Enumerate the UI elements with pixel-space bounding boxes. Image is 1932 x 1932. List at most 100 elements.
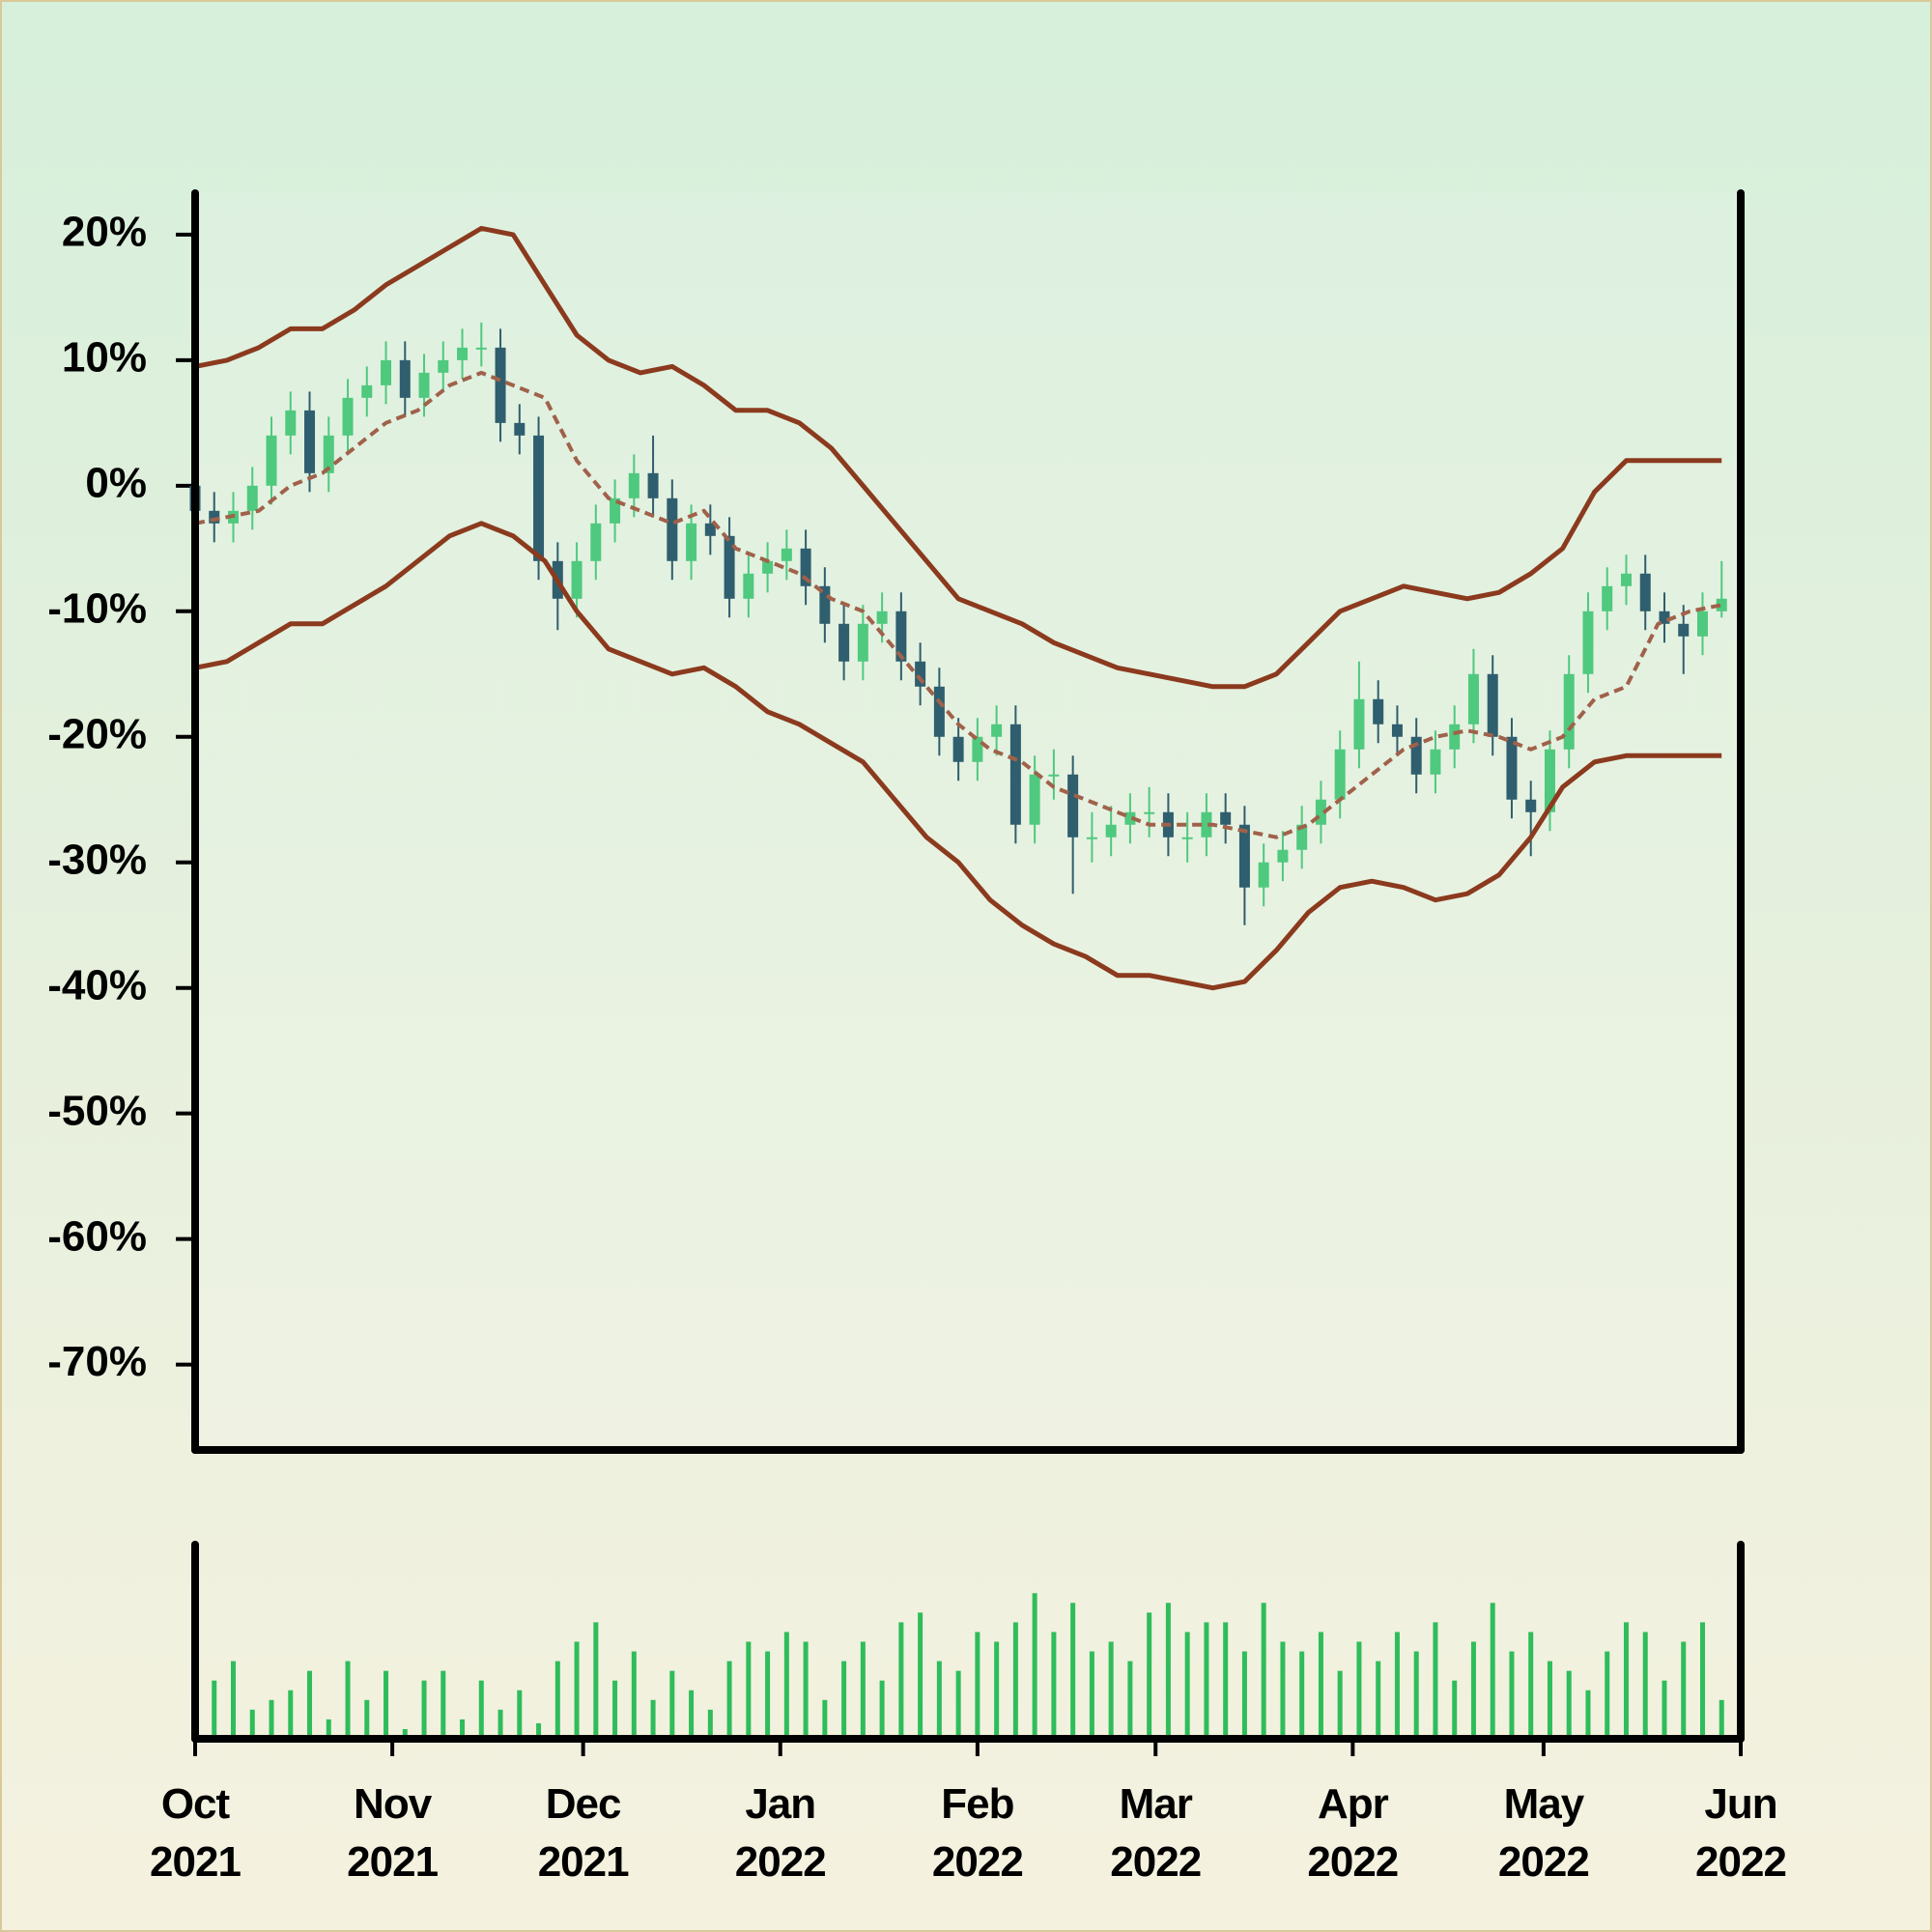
candle-body (342, 397, 354, 436)
x-tick-label: Feb 2022 (931, 1780, 1024, 1886)
x-tick-label: May 2022 (1497, 1780, 1590, 1886)
candle-body (1430, 749, 1441, 775)
volume-bar (1032, 1593, 1037, 1739)
candle-body (991, 724, 1003, 737)
volume-bar (1223, 1622, 1229, 1739)
y-tick-label: -50% (47, 1087, 147, 1134)
volume-bar (1261, 1603, 1266, 1739)
volume-bar (994, 1641, 1000, 1739)
y-tick-label: -60% (47, 1212, 147, 1260)
candle-body (915, 661, 926, 687)
candle-body (1525, 799, 1537, 812)
candle-body (361, 384, 373, 398)
volume-bar (1376, 1661, 1381, 1739)
candle-body (743, 573, 754, 599)
candle-body (610, 497, 621, 524)
candle-body (438, 359, 449, 373)
candle-body (857, 623, 868, 662)
candle-body (1277, 849, 1289, 863)
candle-body (1487, 673, 1498, 737)
volume-bar (440, 1670, 446, 1739)
candle-body (571, 560, 582, 599)
candle-body (475, 347, 487, 350)
x-tick-label: Nov 2021 (347, 1780, 439, 1886)
volume-bar (1605, 1651, 1610, 1739)
plot-area (195, 193, 1741, 1450)
volume-bar (1623, 1622, 1629, 1739)
volume-bar (1204, 1622, 1209, 1739)
candle-body (1258, 862, 1269, 888)
volume-bar (898, 1622, 904, 1739)
y-tick-label: 0% (85, 459, 147, 506)
volume-bar (783, 1632, 789, 1739)
volume-bar (1012, 1622, 1018, 1739)
candle-body (418, 372, 430, 398)
candle-body (1124, 811, 1136, 825)
candle-body (876, 611, 888, 624)
candle-body (1467, 673, 1479, 724)
candle-body (1544, 749, 1555, 812)
volume-bar (345, 1661, 351, 1739)
volume-bar (497, 1709, 503, 1739)
volume-bar (726, 1661, 732, 1739)
band-line (194, 370, 1722, 839)
candle-body (1620, 573, 1632, 586)
candle-body (1373, 698, 1384, 724)
candle-body (1696, 611, 1708, 637)
candle-body (1334, 749, 1346, 800)
volume-bar (1699, 1622, 1705, 1739)
y-tick-label: -30% (47, 836, 147, 883)
candle-body (495, 347, 506, 423)
candle-body (1353, 698, 1365, 750)
candle-body (209, 510, 220, 524)
candle-body (1506, 736, 1518, 800)
y-tick-label: -10% (47, 584, 147, 632)
y-tick-label: 10% (62, 333, 147, 381)
candle-body (381, 359, 392, 385)
candle-body (533, 435, 545, 561)
candle-body (1659, 611, 1670, 624)
volume-bar (1089, 1651, 1094, 1739)
volume-bar (517, 1690, 523, 1739)
candle-body (1067, 774, 1079, 838)
candle-body (762, 560, 774, 574)
volume-bar (1280, 1641, 1286, 1739)
candle-body (1563, 673, 1575, 750)
candle-body (1296, 824, 1308, 850)
volume-bar (364, 1699, 370, 1739)
volume-bar (269, 1699, 274, 1739)
candle-body (838, 623, 850, 662)
candle-body (972, 736, 983, 762)
candle-body (1201, 811, 1212, 838)
candle-body (704, 523, 716, 536)
candle-body (1582, 611, 1594, 674)
volume-bar (384, 1670, 389, 1739)
volume-bar (536, 1722, 542, 1739)
volume-bar (841, 1661, 847, 1739)
volume-bar (1051, 1632, 1057, 1739)
volume-bar (1070, 1603, 1076, 1739)
volume-bar (936, 1661, 942, 1739)
candle-body (1029, 774, 1040, 825)
volume-bar (1509, 1651, 1515, 1739)
volume-bar (1165, 1603, 1171, 1739)
candle-body (399, 359, 411, 398)
volume-bar (631, 1651, 637, 1739)
candle-body (667, 497, 678, 561)
volume-bar (402, 1728, 408, 1739)
candle-body (285, 410, 297, 436)
candle-body (246, 485, 258, 511)
x-tick-label: Jan 2022 (734, 1780, 827, 1886)
volume-bar (1299, 1651, 1305, 1739)
band-line (194, 521, 1722, 991)
volume-bar (765, 1651, 771, 1739)
volume-bar (574, 1641, 580, 1739)
candle-body (1391, 724, 1403, 737)
candle-body (304, 410, 316, 473)
volume-bar (1108, 1641, 1114, 1739)
volume-bar (1147, 1612, 1152, 1739)
volume-bar (650, 1699, 656, 1739)
volume-bar (975, 1632, 980, 1739)
volume-bar (1241, 1651, 1247, 1739)
volume-bar (1642, 1632, 1648, 1739)
